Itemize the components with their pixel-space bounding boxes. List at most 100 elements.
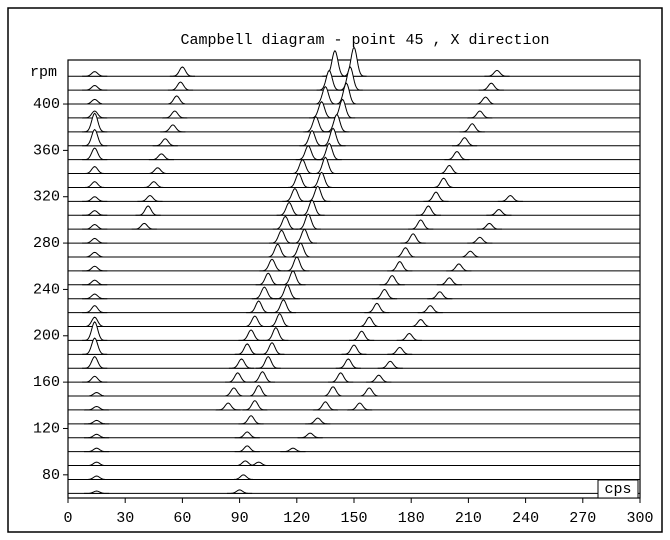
spectrum-peak bbox=[265, 243, 291, 258]
spectrum-peak bbox=[228, 358, 255, 369]
spectrum-peak bbox=[280, 270, 306, 286]
spectrum-peak bbox=[476, 222, 502, 230]
x-tick-label: 300 bbox=[626, 510, 653, 527]
spectrum-peak bbox=[303, 116, 329, 133]
y-tick-label: 160 bbox=[33, 374, 60, 391]
spectrum-peak bbox=[82, 237, 108, 244]
spectrum-peak bbox=[320, 386, 346, 397]
spectrum-peak bbox=[295, 213, 321, 230]
spectrum-peak bbox=[131, 222, 157, 230]
spectrum-peak bbox=[246, 300, 272, 314]
spectrum-peak bbox=[84, 433, 110, 439]
spectrum-peak bbox=[82, 84, 108, 91]
spectrum-peak bbox=[308, 171, 335, 188]
spectrum-peak bbox=[84, 490, 110, 494]
spectrum-peak bbox=[299, 130, 325, 147]
x-tick-label: 0 bbox=[63, 510, 72, 527]
spectrum-peak bbox=[82, 321, 108, 341]
spectrum-peak bbox=[263, 327, 289, 341]
spectrum-peak bbox=[141, 181, 167, 188]
spectrum-peak bbox=[467, 236, 493, 244]
spectrum-peak bbox=[162, 110, 188, 119]
spectrum-peak bbox=[427, 291, 453, 300]
spectrum-peak bbox=[82, 71, 108, 77]
spectrum-peak bbox=[84, 461, 110, 467]
spectrum-peak bbox=[145, 167, 171, 175]
spectrum-peak bbox=[324, 113, 350, 133]
spectrum-peak bbox=[234, 431, 260, 439]
spectrum-peak bbox=[137, 195, 163, 202]
spectrum-peak bbox=[371, 288, 398, 300]
spectrum-peak bbox=[242, 315, 268, 328]
spectrum-peak bbox=[328, 372, 354, 383]
spectrum-peak bbox=[337, 66, 363, 91]
spectrum-peak bbox=[387, 346, 413, 355]
spectrum-peak bbox=[84, 392, 110, 397]
spectrum-peak bbox=[379, 274, 405, 286]
spectrum-peak bbox=[286, 172, 312, 188]
plot-frame bbox=[67, 59, 641, 499]
spectrum-peak bbox=[234, 445, 260, 453]
y-tick-label: 120 bbox=[33, 420, 60, 437]
spectrum-peak bbox=[246, 461, 272, 467]
spectrum-peak bbox=[82, 337, 108, 355]
spectrum-peak bbox=[472, 96, 499, 105]
spectrum-peak bbox=[305, 417, 331, 425]
spectrum-peak bbox=[82, 128, 108, 147]
spectrum-peak bbox=[234, 343, 260, 355]
spectrum-peak bbox=[255, 356, 281, 369]
spectrum-peak bbox=[148, 153, 175, 161]
x-tick-label: 30 bbox=[116, 510, 134, 527]
spectrum-peak bbox=[251, 286, 277, 300]
spectrum-peak bbox=[246, 385, 272, 397]
spectrum-peak bbox=[288, 242, 314, 258]
spectrum-peak bbox=[312, 401, 338, 411]
spectrum-peak bbox=[169, 66, 195, 77]
spectrum-peak bbox=[82, 251, 108, 258]
spectrum-peak bbox=[274, 284, 300, 300]
spectrum-peak bbox=[312, 156, 338, 175]
spectrum-peak bbox=[82, 305, 108, 314]
spectrum-peak bbox=[84, 447, 110, 453]
spectrum-peak bbox=[82, 98, 108, 105]
spectrum-peak bbox=[299, 199, 325, 216]
spectrum-peak bbox=[225, 372, 251, 383]
spectrum-peak bbox=[396, 332, 422, 341]
spectrum-peak bbox=[431, 177, 457, 188]
spectrum-peak bbox=[329, 98, 356, 119]
spectrum-peak bbox=[84, 405, 110, 411]
spectrum-peak bbox=[82, 181, 108, 188]
spectrum-peak bbox=[82, 224, 108, 230]
spectrum-peak bbox=[400, 233, 426, 244]
spectrum-peak bbox=[377, 360, 403, 369]
spectrum-peak bbox=[255, 272, 281, 286]
spectrum-peak bbox=[259, 342, 285, 355]
spectrum-peak bbox=[356, 316, 382, 328]
spectrum-peak bbox=[322, 49, 348, 77]
spectrum-peak bbox=[408, 219, 434, 230]
spectrum-peak bbox=[408, 319, 434, 328]
spectrum-peak bbox=[305, 185, 331, 202]
spectrum-peak bbox=[297, 432, 323, 439]
spectrum-peak bbox=[160, 124, 186, 133]
spectrum-peak bbox=[82, 112, 108, 133]
y-tick-label: 320 bbox=[33, 189, 60, 206]
spectrum-peak bbox=[249, 371, 276, 383]
spectrum-peak bbox=[82, 265, 108, 272]
spectrum-peak bbox=[280, 447, 306, 453]
y-tick-label: 360 bbox=[33, 142, 60, 159]
y-tick-label: 280 bbox=[33, 235, 60, 252]
spectrum-peak bbox=[316, 142, 342, 161]
spectrum-peak bbox=[366, 374, 392, 383]
spectrum-peak bbox=[82, 147, 108, 161]
spectrum-peak bbox=[484, 69, 510, 77]
spectrum-peak bbox=[135, 205, 161, 216]
spectrum-peak bbox=[486, 208, 512, 216]
spectrum-peak bbox=[82, 279, 108, 286]
y-tick-label: 80 bbox=[42, 467, 60, 484]
spectrum-peak bbox=[341, 46, 367, 77]
x-tick-label: 60 bbox=[173, 510, 191, 527]
x-tick-label: 120 bbox=[283, 510, 310, 527]
x-tick-label: 180 bbox=[398, 510, 425, 527]
spectrum-peak bbox=[289, 159, 316, 175]
